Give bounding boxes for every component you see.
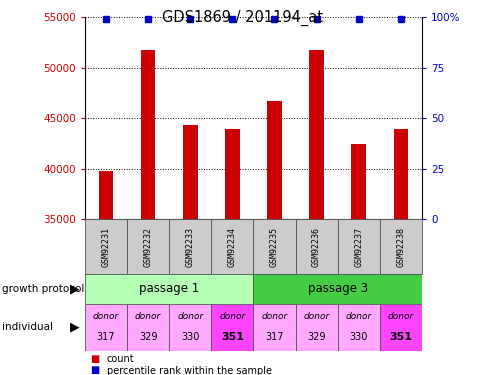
Bar [267, 101, 281, 219]
Text: GSM92235: GSM92235 [270, 226, 278, 267]
Bar [379, 304, 421, 351]
Text: donor: donor [261, 312, 287, 321]
Bar [379, 219, 421, 274]
Bar [309, 50, 323, 219]
Bar [253, 219, 295, 274]
Text: 329: 329 [138, 333, 157, 342]
Text: individual: individual [2, 322, 53, 332]
Text: donor: donor [303, 312, 329, 321]
Bar [295, 219, 337, 274]
Text: 317: 317 [96, 333, 115, 342]
Text: donor: donor [219, 312, 245, 321]
Text: GSM92237: GSM92237 [353, 226, 363, 267]
Text: GDS1869 / 201194_at: GDS1869 / 201194_at [162, 9, 322, 26]
Bar [127, 219, 169, 274]
Text: ▶: ▶ [70, 282, 80, 295]
Text: donor: donor [345, 312, 371, 321]
Text: donor: donor [177, 312, 203, 321]
Bar [337, 219, 379, 274]
Text: GSM92231: GSM92231 [101, 226, 110, 267]
Text: donor: donor [135, 312, 161, 321]
Bar [98, 171, 113, 219]
Bar [211, 219, 253, 274]
Bar [225, 129, 239, 219]
Bar [253, 274, 421, 304]
Text: passage 3: passage 3 [307, 282, 367, 295]
Text: ▶: ▶ [70, 321, 80, 334]
Bar [85, 274, 253, 304]
Text: donor: donor [92, 312, 119, 321]
Bar [337, 304, 379, 351]
Bar [211, 304, 253, 351]
Bar [393, 129, 408, 219]
Bar [350, 144, 365, 219]
Bar [169, 219, 211, 274]
Bar [253, 304, 295, 351]
Text: 329: 329 [307, 333, 325, 342]
Text: GSM92232: GSM92232 [143, 226, 152, 267]
Text: GSM92233: GSM92233 [185, 226, 194, 267]
Text: 351: 351 [220, 333, 243, 342]
Text: growth protocol: growth protocol [2, 284, 85, 294]
Text: donor: donor [387, 312, 413, 321]
Text: count: count [106, 354, 134, 364]
Text: ■: ■ [90, 354, 99, 364]
Bar [182, 125, 197, 219]
Text: 330: 330 [349, 333, 367, 342]
Bar [127, 304, 169, 351]
Text: percentile rank within the sample: percentile rank within the sample [106, 366, 271, 375]
Bar [295, 304, 337, 351]
Text: 330: 330 [181, 333, 199, 342]
Text: 351: 351 [389, 333, 411, 342]
Bar [85, 219, 127, 274]
Text: GSM92238: GSM92238 [395, 226, 405, 267]
Bar [85, 304, 127, 351]
Bar [140, 50, 155, 219]
Text: 317: 317 [265, 333, 283, 342]
Text: passage 1: passage 1 [139, 282, 199, 295]
Text: ■: ■ [90, 366, 99, 375]
Text: GSM92234: GSM92234 [227, 226, 236, 267]
Bar [169, 304, 211, 351]
Text: GSM92236: GSM92236 [312, 226, 320, 267]
